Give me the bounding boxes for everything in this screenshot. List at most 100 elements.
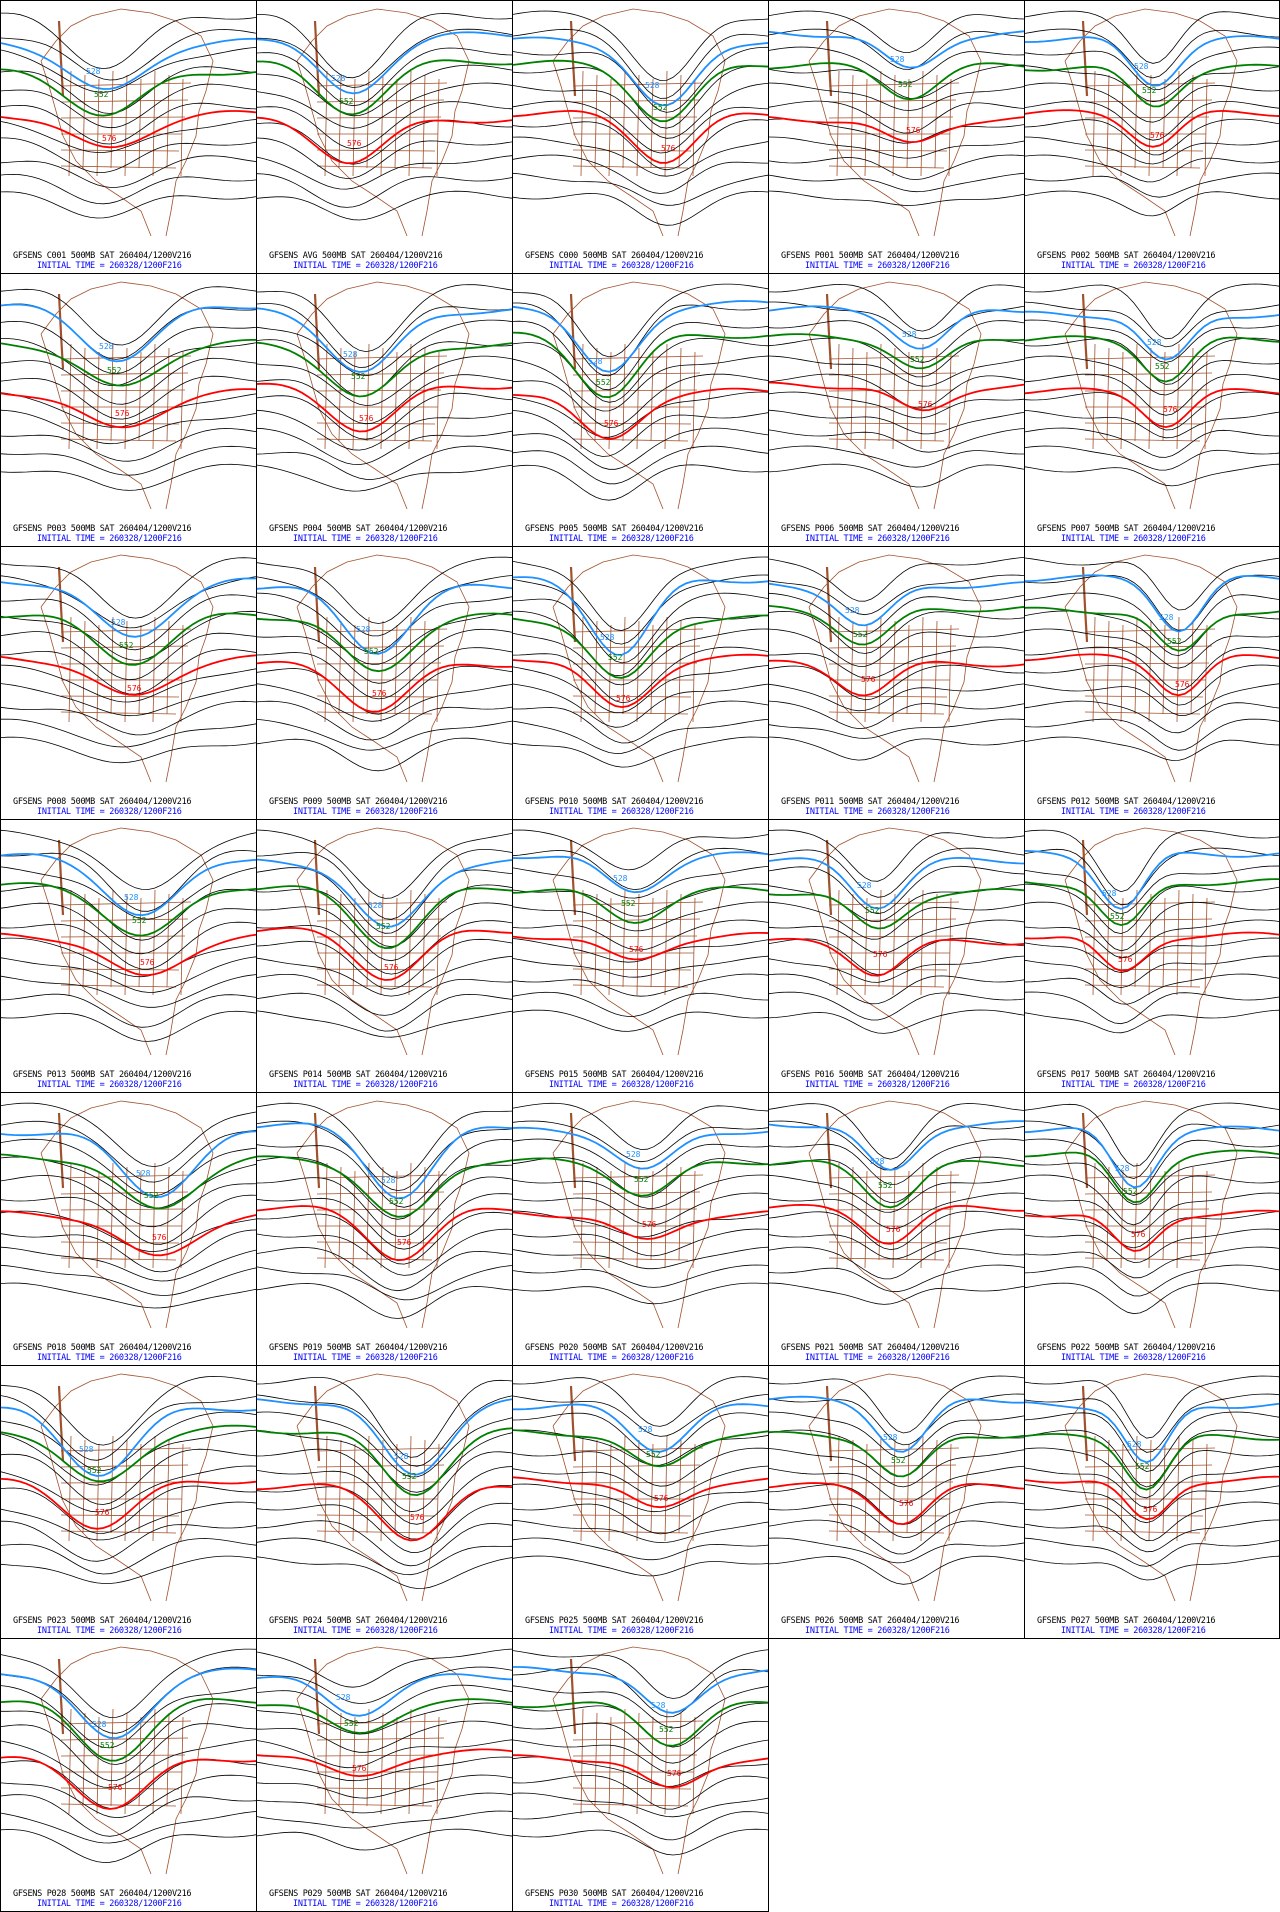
contour-blue — [769, 581, 1024, 627]
contour-label-green: 552 — [132, 916, 147, 925]
panel-member-caption: GFSENS P009 500MB SAT 260404/1200V216 — [269, 797, 448, 807]
contour-label-blue: 528 — [651, 1701, 666, 1710]
contour-label-red: 576 — [1150, 131, 1165, 140]
panel-member-caption: GFSENS C000 500MB SAT 260404/1200V216 — [525, 251, 704, 261]
contour-label-green: 552 — [910, 355, 925, 364]
contour-label-blue: 528 — [331, 74, 346, 83]
ensemble-member-panel: 528 552 576 GFSENS P025 500MB SAT 260404/12… — [512, 1365, 769, 1639]
ensemble-member-panel: 528 552 576 GFSENS P008 500MB SAT 260404/12… — [0, 546, 257, 820]
height-contour-map: 528 552 576 — [1025, 8, 1279, 237]
contour-label-blue: 528 — [1102, 889, 1117, 898]
contour-label-blue: 528 — [626, 1150, 641, 1159]
black-contours — [513, 283, 768, 501]
contour-label-blue: 528 — [136, 1169, 151, 1178]
contour-red — [1025, 1475, 1279, 1521]
contour-label-blue: 528 — [588, 357, 603, 366]
height-contour-map: 528 552 576 — [257, 8, 512, 237]
black-contours — [769, 1375, 1024, 1585]
panel-init-caption: INITIAL TIME = 260328/1200F216 — [549, 1626, 694, 1636]
contour-blue — [257, 858, 512, 928]
panel-init-caption: INITIAL TIME = 260328/1200F216 — [37, 534, 182, 544]
contour-label-blue: 528 — [86, 67, 101, 76]
panel-member-caption: GFSENS P020 500MB SAT 260404/1200V216 — [525, 1343, 704, 1353]
contour-label-blue: 528 — [1147, 338, 1162, 347]
contour-label-red: 576 — [1163, 405, 1178, 414]
map-outline — [808, 827, 982, 1056]
contour-green — [1, 1424, 256, 1483]
black-contours — [1025, 10, 1279, 217]
ensemble-member-panel: 528 552 576 GFSENS P012 500MB SAT 260404/12… — [1024, 546, 1280, 820]
ensemble-member-panel: 528 552 576 GFSENS P007 500MB SAT 260404/12… — [1024, 273, 1280, 547]
contour-green — [513, 886, 768, 924]
panel-member-caption: GFSENS P012 500MB SAT 260404/1200V216 — [1037, 797, 1216, 807]
black-contours — [769, 1103, 1024, 1305]
contour-label-blue: 528 — [356, 625, 371, 634]
height-contour-map: 528 552 576 — [1, 1646, 256, 1875]
contour-label-blue: 528 — [890, 55, 905, 64]
ensemble-member-panel: 528 552 576 GFSENS P015 500MB SAT 260404/12… — [512, 819, 769, 1093]
ensemble-member-panel: 528 552 576 GFSENS P003 500MB SAT 260404/12… — [0, 273, 257, 547]
contour-red — [769, 1203, 1024, 1245]
contour-green — [257, 341, 512, 398]
ensemble-member-panel: 528 552 576 GFSENS P009 500MB SAT 260404/12… — [256, 546, 513, 820]
panel-member-caption: GFSENS P028 500MB SAT 260404/1200V216 — [13, 1889, 192, 1899]
contour-blue — [769, 30, 1024, 69]
ensemble-member-panel: 528 552 576 GFSENS AVG 500MB SAT 260404/120… — [256, 0, 513, 274]
height-contour-map: 528 552 576 — [769, 1373, 1024, 1602]
contour-blue — [513, 1126, 768, 1170]
contour-label-red: 576 — [629, 945, 644, 954]
contour-label-blue: 528 — [124, 893, 139, 902]
contour-label-red: 576 — [115, 409, 130, 418]
contour-label-green: 552 — [351, 372, 366, 381]
contour-label-green: 552 — [878, 1181, 893, 1190]
height-contour-map: 528 552 576 — [513, 1100, 768, 1329]
black-contours — [513, 1102, 768, 1305]
contour-blue — [769, 856, 1024, 910]
contour-red — [1025, 653, 1279, 697]
contour-label-red: 576 — [1118, 955, 1133, 964]
contour-label-green: 552 — [1110, 912, 1125, 921]
contour-blue — [1025, 574, 1279, 633]
ensemble-member-panel: 528 552 576 GFSENS P021 500MB SAT 260404/12… — [768, 1092, 1025, 1366]
panel-init-caption: INITIAL TIME = 260328/1200F216 — [1061, 807, 1206, 817]
height-contour-map: 528 552 576 — [1025, 554, 1279, 783]
panel-init-caption: INITIAL TIME = 260328/1200F216 — [549, 1899, 694, 1909]
ensemble-member-panel: 528 552 576 GFSENS P026 500MB SAT 260404/12… — [768, 1365, 1025, 1639]
height-contour-map: 528 552 576 — [1025, 1373, 1279, 1602]
contour-label-green: 552 — [364, 647, 379, 656]
height-contour-map: 528 552 576 — [513, 1373, 768, 1602]
contour-red — [257, 1483, 512, 1542]
ensemble-member-panel: 528 552 576 GFSENS P004 500MB SAT 260404/12… — [256, 273, 513, 547]
panel-member-caption: GFSENS P018 500MB SAT 260404/1200V216 — [13, 1343, 192, 1353]
contour-label-green: 552 — [1123, 1187, 1138, 1196]
contour-blue — [1, 852, 256, 917]
black-contours — [769, 10, 1024, 206]
contour-red — [257, 116, 512, 165]
contour-label-red: 576 — [604, 419, 619, 428]
contour-label-red: 576 — [352, 1764, 367, 1773]
panel-member-caption: GFSENS P006 500MB SAT 260404/1200V216 — [781, 524, 960, 534]
contour-green — [513, 614, 768, 679]
height-contour-map: 528 552 576 — [513, 827, 768, 1056]
height-contour-map: 528 552 576 — [257, 827, 512, 1056]
contour-label-red: 576 — [152, 1233, 167, 1242]
contour-green — [769, 333, 1024, 370]
contour-red — [1025, 109, 1279, 148]
contour-green — [1, 882, 256, 937]
map-outline — [296, 827, 470, 1056]
ensemble-member-panel: 528 552 576 GFSENS C001 500MB SAT 260404/12… — [0, 0, 257, 274]
contour-green — [257, 612, 512, 673]
contour-blue — [513, 1403, 768, 1453]
contour-label-blue: 528 — [99, 342, 114, 351]
contour-red — [1, 388, 256, 429]
map-outline — [40, 827, 214, 1056]
contour-label-green: 552 — [634, 1175, 649, 1184]
height-contour-map: 528 552 576 — [1, 554, 256, 783]
map-outline — [1064, 827, 1238, 1056]
panel-init-caption: INITIAL TIME = 260328/1200F216 — [805, 807, 950, 817]
contour-green — [769, 1431, 1024, 1478]
panel-member-caption: GFSENS P022 500MB SAT 260404/1200V216 — [1037, 1343, 1216, 1353]
contour-label-blue: 528 — [883, 1433, 898, 1442]
contour-red — [513, 109, 768, 164]
contour-green — [513, 1700, 768, 1747]
